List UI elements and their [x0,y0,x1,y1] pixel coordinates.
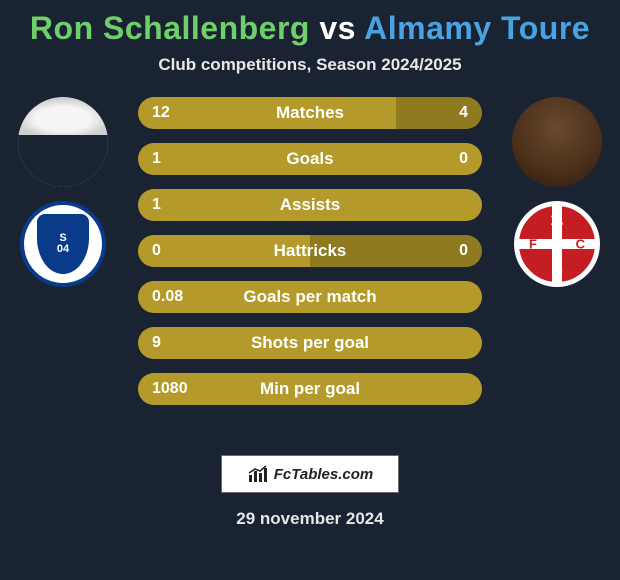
comparison-content: S04 1. F C K Matches124Goals10Assists1Ha… [0,97,620,437]
stat-bar-left-segment [138,189,482,221]
stat-bars: Matches124Goals10Assists1Hattricks00Goal… [138,97,482,419]
fck-badge-f: F [529,237,537,252]
stat-value-right: 0 [459,150,468,168]
stat-value-left: 12 [152,104,170,122]
stat-bar-right-segment [310,235,482,267]
fck-badge-k: K [551,258,563,276]
stat-value-right: 0 [459,242,468,260]
fck-badge-c: C [576,237,585,252]
stat-value-left: 1080 [152,380,188,398]
brand-chart-icon [247,464,269,484]
stat-row: Matches124 [138,97,482,129]
stat-bar-left-segment [138,373,482,405]
brand-badge: FcTables.com [221,455,399,493]
stat-bar-left-segment [138,97,396,129]
player1-club-badge: S04 [20,201,106,287]
stat-row: Shots per goal9 [138,327,482,359]
stat-bar-right-segment [396,97,482,129]
stat-bar-left-segment [138,327,482,359]
snapshot-date: 29 november 2024 [0,509,620,529]
player2-avatar [512,97,602,187]
player2-club-badge: 1. F C K [514,201,600,287]
player1-avatar [18,97,108,187]
stat-value-left: 0.08 [152,288,183,306]
stat-value-right: 4 [459,104,468,122]
stat-row: Hattricks00 [138,235,482,267]
right-player-column: 1. F C K [502,97,612,287]
stat-bar-left-segment [138,281,482,313]
comparison-title: Ron Schallenberg vs Almamy Toure [0,0,620,47]
left-player-column: S04 [8,97,118,287]
stat-bar-left-segment [138,235,310,267]
player2-name: Almamy Toure [364,10,590,46]
stat-value-left: 9 [152,334,161,352]
stat-bar-left-segment [138,143,482,175]
stat-value-left: 1 [152,196,161,214]
subtitle: Club competitions, Season 2024/2025 [0,55,620,75]
vs-separator: vs [310,10,364,46]
stat-value-left: 1 [152,150,161,168]
stat-row: Goals per match0.08 [138,281,482,313]
schalke-badge-text: S04 [57,233,69,255]
stat-row: Goals10 [138,143,482,175]
stat-row: Assists1 [138,189,482,221]
brand-text: FcTables.com [274,466,373,483]
stat-value-left: 0 [152,242,161,260]
fck-badge-1: 1. [550,212,563,230]
player1-name: Ron Schallenberg [30,10,310,46]
stat-row: Min per goal1080 [138,373,482,405]
